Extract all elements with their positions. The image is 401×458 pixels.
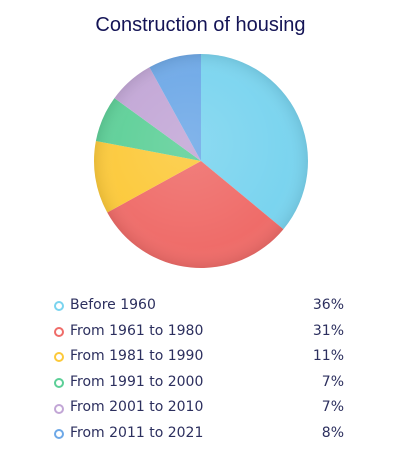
legend-item-from-2011-to-2021: From 2011 to 2021 8% [52,421,344,447]
legend-marker-icon [54,301,64,312]
legend-item-from-1981-to-1990: From 1981 to 1990 11% [52,344,344,370]
legend-label: From 1991 to 2000 [70,373,204,390]
legend-item-from-2001-to-2010: From 2001 to 2010 7% [52,395,344,421]
legend-label: From 1981 to 1990 [70,348,204,365]
pie-gloss [94,54,308,268]
legend-value: 11% [312,348,344,365]
chart-title: Construction of housing [95,14,306,36]
legend-marker-icon [54,352,64,363]
legend-label: From 2001 to 2010 [70,399,204,416]
legend-item-before-1960: Before 1960 36% [52,293,344,319]
pie-chart [94,54,308,268]
legend-label: From 1961 to 1980 [70,322,204,339]
legend-value: 8% [321,424,344,441]
legend-label: Before 1960 [70,297,156,313]
legend-marker-icon [54,378,64,389]
legend-marker-icon [54,326,64,337]
legend-label: From 2011 to 2021 [70,424,204,441]
legend-value: 7% [321,399,344,416]
legend-value: 7% [321,373,344,390]
chart-legend: Before 1960 36% From 1961 to 1980 31% From 1… [52,293,344,447]
legend-value: 31% [312,322,344,339]
legend-value: 36% [312,297,344,313]
legend-marker-icon [54,429,64,440]
legend-marker-icon [54,403,64,414]
legend-item-from-1991-to-2000: From 1991 to 2000 7% [52,370,344,396]
legend-item-from-1961-to-1980: From 1961 to 1980 31% [52,319,344,345]
